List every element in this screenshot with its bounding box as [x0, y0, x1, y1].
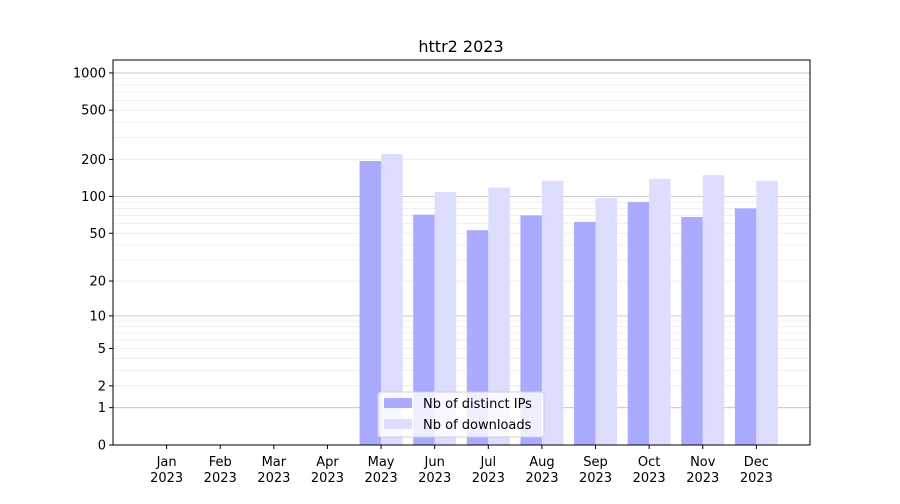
bar-downloads [702, 175, 725, 446]
y-tick-label: 2 [98, 379, 106, 394]
legend: Nb of distinct IPs Nb of downloads [377, 391, 545, 438]
x-tick-label: Sep 2023 [579, 455, 612, 486]
bar-ips [574, 221, 596, 445]
x-tick-label: Nov 2023 [686, 455, 719, 486]
y-tick-label: 100 [81, 190, 106, 205]
x-tick-label: Feb 2023 [204, 455, 237, 486]
bar-downloads [488, 187, 510, 445]
bar-ips [681, 216, 703, 445]
legend-label: Nb of downloads [423, 418, 532, 433]
bar-ips [520, 215, 542, 445]
bar-downloads [541, 180, 564, 445]
x-tick-label: Mar 2023 [257, 455, 290, 486]
bar-downloads [595, 198, 618, 445]
y-tick-label: 50 [89, 227, 106, 242]
y-tick-label: 10 [89, 309, 106, 324]
legend-box [377, 391, 545, 438]
y-tick-label: 1 [98, 401, 106, 416]
bar-ips [627, 202, 650, 445]
bar-downloads [381, 154, 403, 445]
y-tick-label: 5 [98, 342, 106, 357]
legend-swatch [384, 398, 412, 408]
chart-title: httr2 2023 [418, 37, 503, 56]
x-tick-label: Jun 2023 [418, 455, 451, 486]
bar-ips [413, 214, 435, 445]
x-tick-label: Aug 2023 [525, 455, 558, 486]
bar-downloads [649, 178, 671, 445]
y-tick-label: 1000 [73, 66, 106, 81]
y-tick-label: 500 [81, 104, 106, 119]
y-tick-label: 20 [89, 275, 106, 290]
bar-ips [359, 161, 382, 445]
legend-swatch [384, 419, 412, 429]
x-tick-label: May 2023 [365, 455, 398, 486]
legend-label: Nb of distinct IPs [423, 397, 532, 412]
y-tick-label: 200 [81, 153, 106, 168]
x-tick-label: Jan 2023 [150, 455, 183, 486]
y-tick-label: 0 [98, 439, 106, 454]
bar-downloads [756, 180, 778, 445]
bar-downloads [434, 191, 457, 445]
x-tick-label: Dec 2023 [740, 455, 773, 486]
x-tick-label: Jul 2023 [472, 455, 505, 486]
bar-ips [466, 230, 489, 445]
x-tick-label: Oct 2023 [633, 455, 666, 486]
x-tick-label: Apr 2023 [311, 455, 344, 486]
bar-ips [734, 208, 757, 445]
plot-frame [112, 59, 811, 446]
